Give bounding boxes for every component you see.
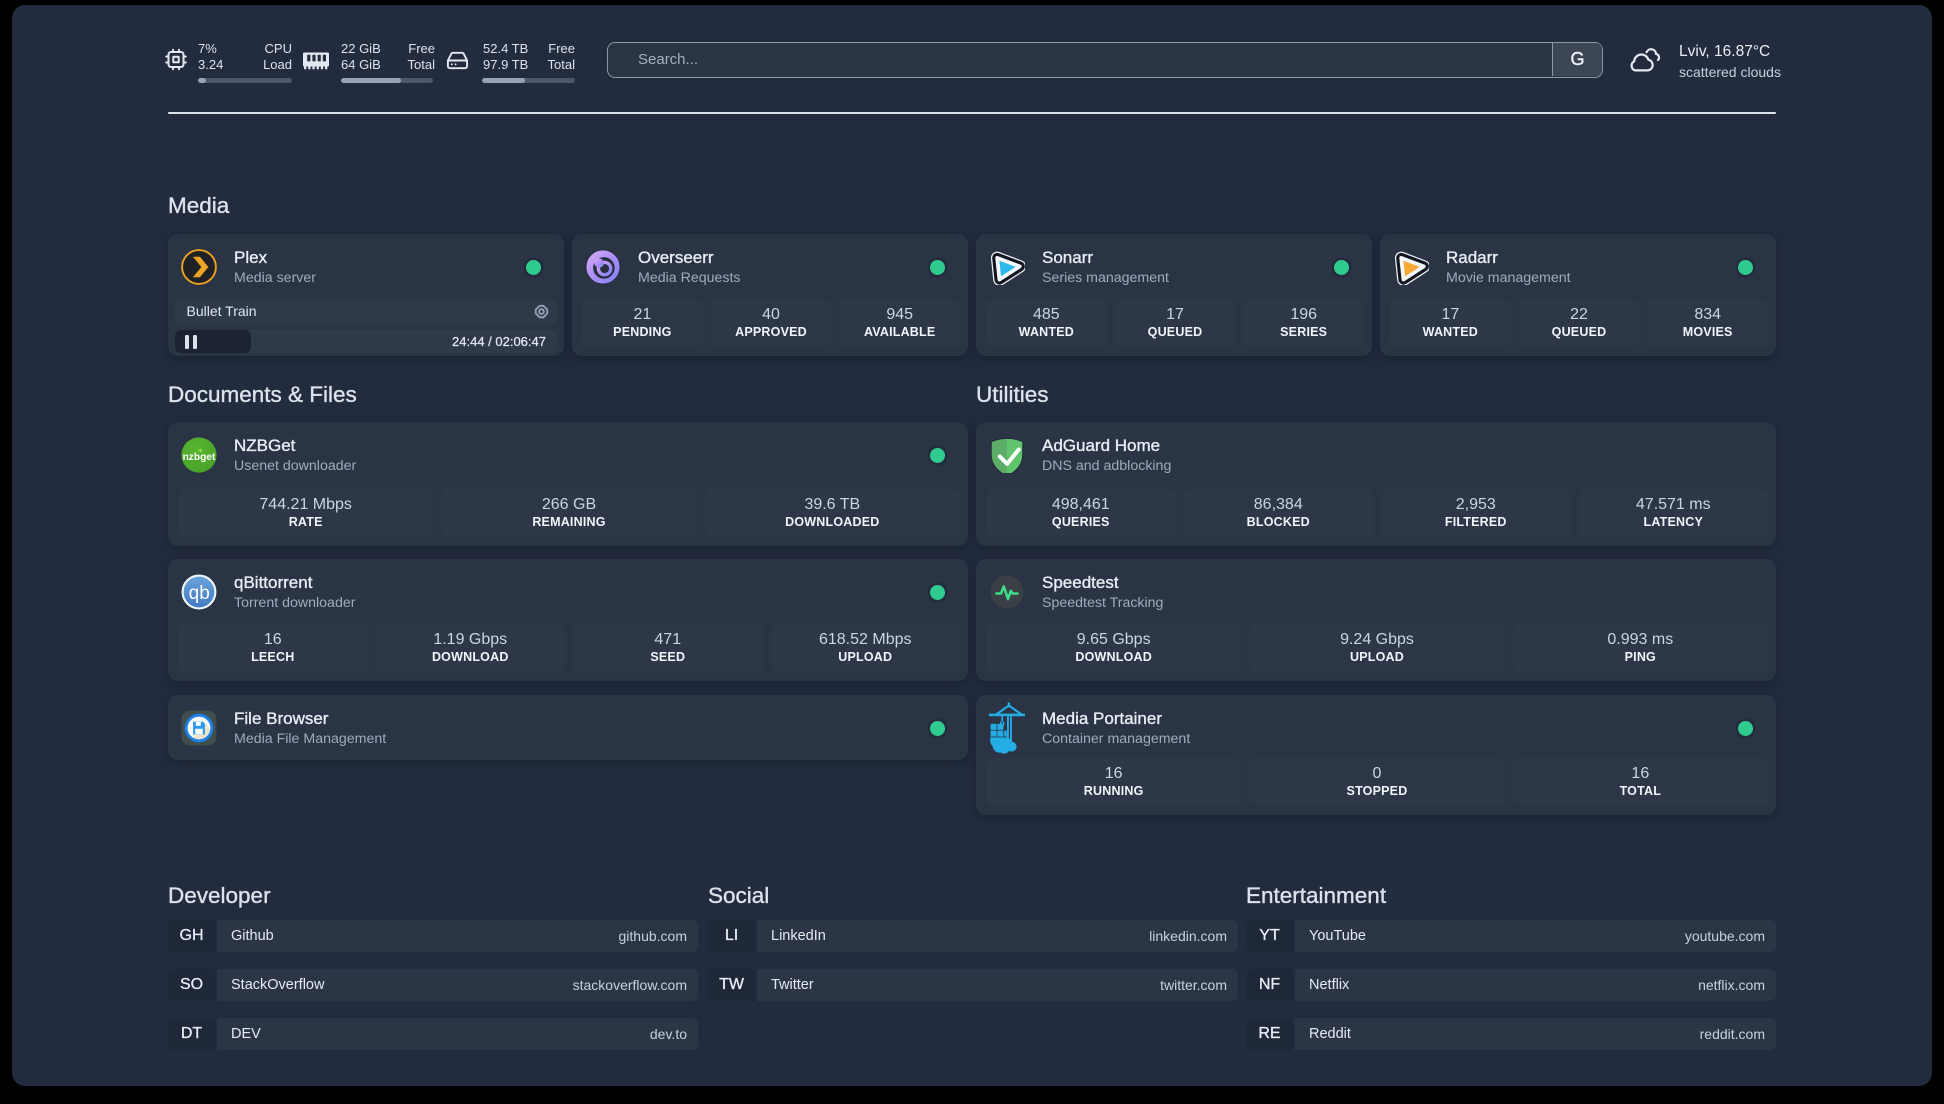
- svg-text:qb: qb: [189, 583, 210, 604]
- svg-text:nzbget: nzbget: [183, 452, 216, 463]
